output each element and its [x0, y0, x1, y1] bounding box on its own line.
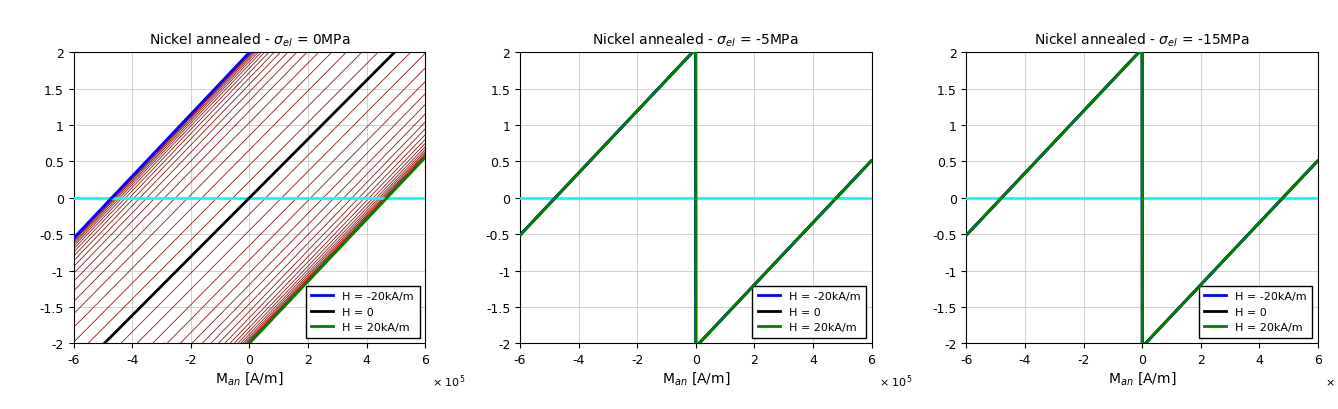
- Text: $\times$ 10$^5$: $\times$ 10$^5$: [1325, 373, 1338, 389]
- Title: Nickel annealed - $\sigma_{el}$ = -15MPa: Nickel annealed - $\sigma_{el}$ = -15MPa: [1034, 32, 1250, 49]
- Legend: H = -20kA/m, H = 0, H = 20kA/m: H = -20kA/m, H = 0, H = 20kA/m: [1199, 286, 1313, 338]
- Legend: H = -20kA/m, H = 0, H = 20kA/m: H = -20kA/m, H = 0, H = 20kA/m: [752, 286, 866, 338]
- X-axis label: M$_{an}$ [A/m]: M$_{an}$ [A/m]: [1108, 369, 1176, 386]
- X-axis label: M$_{an}$ [A/m]: M$_{an}$ [A/m]: [215, 369, 284, 386]
- Text: $\times$ 10$^5$: $\times$ 10$^5$: [879, 373, 913, 389]
- Title: Nickel annealed - $\sigma_{el}$ = 0MPa: Nickel annealed - $\sigma_{el}$ = 0MPa: [149, 32, 351, 49]
- Legend: H = -20kA/m, H = 0, H = 20kA/m: H = -20kA/m, H = 0, H = 20kA/m: [305, 286, 420, 338]
- Title: Nickel annealed - $\sigma_{el}$ = -5MPa: Nickel annealed - $\sigma_{el}$ = -5MPa: [593, 32, 799, 49]
- Text: $\times$ 10$^5$: $\times$ 10$^5$: [432, 373, 466, 389]
- X-axis label: M$_{an}$ [A/m]: M$_{an}$ [A/m]: [661, 369, 731, 386]
